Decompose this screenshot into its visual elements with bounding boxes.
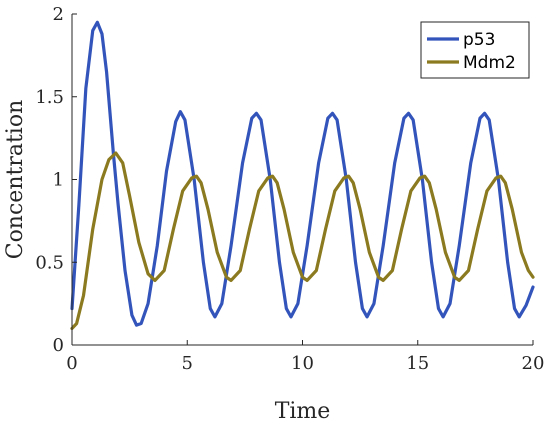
legend-box bbox=[420, 21, 530, 79]
plot-area bbox=[70, 20, 535, 331]
x-axis-label: Time bbox=[275, 399, 331, 424]
y-tick-label: 0.5 bbox=[35, 252, 64, 273]
series-line-mdm2 bbox=[70, 151, 535, 331]
x-tick-label: 0 bbox=[66, 353, 77, 374]
axes: 0 5 10 15 20 0 0.5 1 1.5 2 bbox=[35, 4, 544, 374]
x-tick-label: 15 bbox=[406, 353, 429, 374]
y-tick-label: 1 bbox=[53, 170, 64, 191]
x-tick-label: 10 bbox=[291, 353, 314, 374]
x-tick-label: 5 bbox=[182, 353, 193, 374]
legend: p53 Mdm2 bbox=[420, 21, 530, 79]
y-tick-label: 0 bbox=[53, 335, 64, 356]
series-line-p53 bbox=[70, 20, 535, 327]
legend-label-p53: p53 bbox=[463, 30, 495, 50]
x-tick-label: 20 bbox=[522, 353, 545, 374]
legend-label-mdm2: Mdm2 bbox=[463, 53, 516, 73]
y-tick-label: 2 bbox=[53, 4, 64, 25]
y-axis-label: Concentration bbox=[3, 100, 28, 260]
y-tick-label: 1.5 bbox=[35, 87, 64, 108]
